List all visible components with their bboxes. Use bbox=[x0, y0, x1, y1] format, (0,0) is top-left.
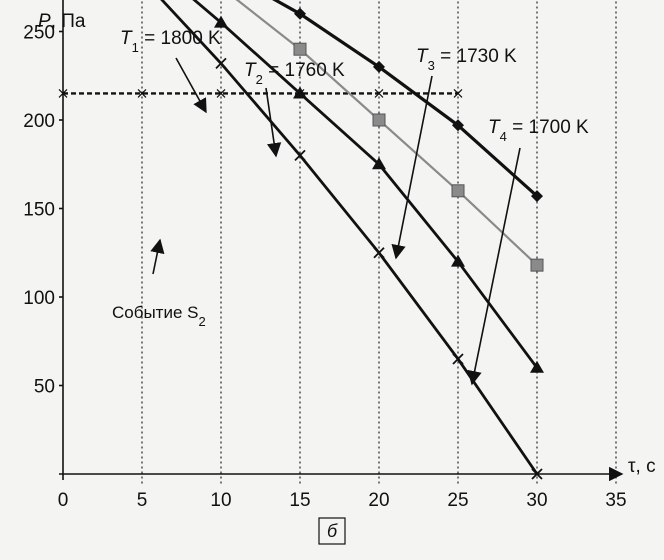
panel-label: б bbox=[327, 521, 338, 541]
series-t1-point-15 bbox=[294, 7, 306, 20]
series-t2-point-25 bbox=[451, 184, 465, 198]
series-t2-point-20 bbox=[372, 113, 386, 127]
event-s2-label-main: Событие S bbox=[112, 303, 199, 322]
series-callout-arrow-t1 bbox=[175, 57, 207, 114]
series-callout-arrow-t4 bbox=[467, 147, 521, 386]
x-tick-label-25: 25 bbox=[447, 490, 468, 511]
series-label-t1: T1 = 1800 K bbox=[120, 28, 221, 55]
series-t2 bbox=[235, 0, 544, 272]
y-axis-title: P, Па bbox=[38, 11, 86, 32]
series-t4-point-10 bbox=[215, 57, 227, 69]
series-label-t3-sub: 3 bbox=[428, 58, 435, 73]
series-label-t2-symbol: T bbox=[244, 60, 257, 81]
x-tick-label-15: 15 bbox=[289, 490, 310, 511]
series-label-t4-sub: 4 bbox=[500, 129, 507, 144]
series-label-t1-value: = 1800 K bbox=[139, 28, 221, 49]
series-label-t2: T2 = 1760 K bbox=[244, 60, 345, 87]
series-label-t2-sub: 2 bbox=[256, 72, 263, 87]
series-t1-point-30 bbox=[531, 190, 543, 203]
series-t4-point-15 bbox=[294, 149, 306, 162]
event-s2-marker bbox=[58, 89, 68, 98]
y-axis-title-symbol: P bbox=[38, 11, 51, 32]
x-tick-label-20: 20 bbox=[368, 490, 389, 511]
y-tick-label-150: 150 bbox=[23, 200, 55, 221]
y-tick-label-250: 250 bbox=[23, 23, 55, 44]
series-label-t4-value: = 1700 K bbox=[507, 117, 589, 138]
series-label-t3-value: = 1730 K bbox=[435, 46, 517, 67]
series-callout-arrow-t3 bbox=[391, 75, 433, 260]
y-tick-label-200: 200 bbox=[23, 111, 55, 132]
x-tick-label-5: 5 bbox=[137, 490, 148, 511]
series-t4 bbox=[160, 0, 543, 480]
series-t3-point-15 bbox=[293, 86, 307, 99]
series-label-t1-sub: 1 bbox=[132, 40, 139, 55]
y-tick-label-100: 100 bbox=[23, 288, 55, 309]
series-t1 bbox=[272, 0, 543, 203]
event-s2-label-sub: 2 bbox=[199, 314, 206, 329]
event-s2-label: Событие S2 bbox=[112, 303, 206, 329]
x-tick-label-30: 30 bbox=[526, 490, 547, 511]
series-label-t2-value: = 1760 K bbox=[263, 60, 345, 81]
y-axis-title-unit: , Па bbox=[51, 11, 86, 32]
series-t1-point-25 bbox=[452, 119, 464, 132]
series-t3 bbox=[192, 0, 544, 373]
series-label-t1-symbol: T bbox=[120, 28, 133, 49]
series-t4-point-20 bbox=[373, 247, 385, 259]
y-tick-label-50: 50 bbox=[34, 377, 55, 398]
series-t3-point-25 bbox=[451, 254, 465, 267]
series-t3-point-20 bbox=[372, 157, 386, 170]
series-t4-point-25 bbox=[452, 353, 464, 365]
series-label-t3-symbol: T bbox=[416, 46, 429, 67]
series-label-t4: T4 = 1700 K bbox=[488, 117, 589, 144]
event-s2-marker bbox=[216, 89, 226, 98]
series-label-t3: T3 = 1730 K bbox=[416, 46, 517, 73]
event-s2-callout-arrow bbox=[150, 238, 165, 275]
event-s2-marker bbox=[374, 89, 384, 98]
x-tick-label-35: 35 bbox=[605, 490, 626, 511]
series-callout-arrow-t2 bbox=[265, 87, 282, 158]
event-s2-marker bbox=[453, 89, 463, 98]
x-axis-title: τ, с bbox=[628, 456, 656, 477]
series-t4-point-30 bbox=[531, 468, 543, 480]
event-s2-marker bbox=[137, 89, 147, 98]
series-t2-point-30 bbox=[530, 258, 544, 272]
series-t3-point-10 bbox=[214, 15, 228, 28]
series-t1-point-20 bbox=[373, 60, 385, 73]
series-t2-point-15 bbox=[293, 42, 307, 56]
series-label-t4-symbol: T bbox=[488, 117, 501, 138]
series-t3-point-30 bbox=[530, 360, 544, 373]
panel-label-box bbox=[318, 517, 346, 545]
x-tick-label-10: 10 bbox=[210, 490, 231, 511]
x-tick-label-0: 0 bbox=[58, 490, 69, 511]
